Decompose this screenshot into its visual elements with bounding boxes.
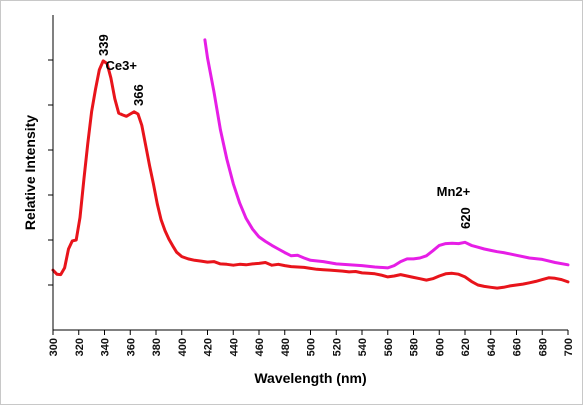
- peak-label: 339: [96, 34, 111, 56]
- x-tick-label: 360: [125, 338, 137, 356]
- x-tick-label: 580: [409, 338, 421, 356]
- x-tick-label: 700: [563, 338, 575, 356]
- x-tick-label: 340: [100, 338, 112, 356]
- x-axis-ticks: [52, 330, 569, 335]
- y-axis-ticks: [48, 59, 53, 286]
- peak-label: 366: [131, 84, 146, 106]
- x-tick-label: 320: [74, 338, 86, 356]
- series-line-magenta: [203, 38, 570, 270]
- x-tick-label: 380: [151, 338, 163, 356]
- series-group: [51, 38, 570, 290]
- x-tick-label: 600: [434, 338, 446, 356]
- x-tick-label: 540: [357, 338, 369, 356]
- peak-label: 620: [458, 207, 473, 229]
- x-tick-label: 660: [512, 338, 524, 356]
- peak-annotations: 339 Ce3+ 366 Mn2+ 620: [96, 34, 473, 229]
- x-axis-title: Wavelength (nm): [254, 370, 366, 386]
- x-tick-label: 480: [280, 338, 292, 356]
- x-tick-label: 400: [177, 338, 189, 356]
- peak-label: Mn2+: [437, 184, 471, 199]
- x-tick-label: 640: [486, 338, 498, 356]
- x-tick-label: 460: [254, 338, 266, 356]
- x-tick-label: 620: [460, 338, 472, 356]
- x-tick-label: 440: [228, 338, 240, 356]
- x-tick-label: 420: [203, 338, 215, 356]
- x-tick-label: 500: [306, 338, 318, 356]
- series-line-red: [51, 59, 570, 290]
- peak-label: Ce3+: [106, 58, 138, 73]
- x-tick-label: 680: [537, 338, 549, 356]
- x-tick-label: 560: [383, 338, 395, 356]
- x-axis-tick-labels: 300 320 340 360 380 400 420 440 460 480 500 520 540 5…: [48, 338, 575, 356]
- x-tick-label: 520: [331, 338, 343, 356]
- y-axis-title: Relative Intensity: [22, 115, 38, 230]
- x-tick-label: 300: [48, 338, 60, 356]
